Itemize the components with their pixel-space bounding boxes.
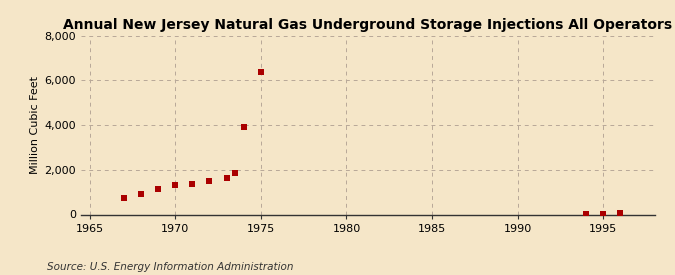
Point bbox=[170, 183, 181, 188]
Point bbox=[221, 176, 232, 180]
Point bbox=[153, 187, 163, 191]
Point bbox=[204, 178, 215, 183]
Point bbox=[238, 125, 249, 130]
Point bbox=[230, 171, 240, 175]
Point bbox=[598, 211, 609, 216]
Point bbox=[136, 192, 146, 197]
Point bbox=[615, 211, 626, 216]
Point bbox=[581, 212, 592, 216]
Title: Annual New Jersey Natural Gas Underground Storage Injections All Operators: Annual New Jersey Natural Gas Undergroun… bbox=[63, 18, 672, 32]
Point bbox=[187, 182, 198, 186]
Point bbox=[255, 69, 266, 74]
Text: Source: U.S. Energy Information Administration: Source: U.S. Energy Information Administ… bbox=[47, 262, 294, 272]
Point bbox=[118, 196, 129, 200]
Y-axis label: Million Cubic Feet: Million Cubic Feet bbox=[30, 76, 40, 174]
